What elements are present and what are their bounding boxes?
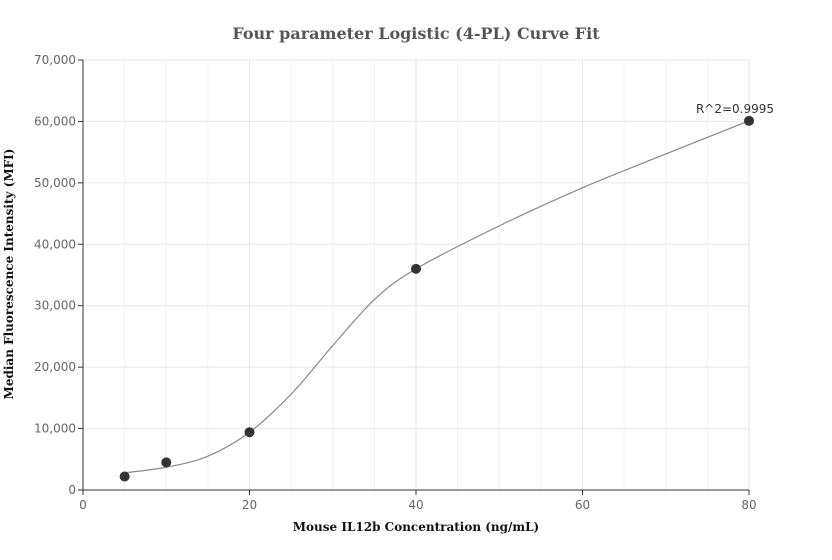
grid-lines <box>83 59 750 490</box>
x-tick-label: 0 <box>79 498 87 512</box>
data-point[interactable] <box>161 457 172 468</box>
x-tick-label: 40 <box>408 498 423 512</box>
data-point[interactable] <box>244 427 255 438</box>
x-axis-title: Mouse IL12b Concentration (ng/mL) <box>293 520 539 534</box>
y-axis-title: Median Fluorescence Intensity (MFI) <box>2 149 16 400</box>
x-tick-label: 60 <box>575 498 590 512</box>
y-tick-label: 20,000 <box>34 360 76 374</box>
chart-title: Four parameter Logistic (4-PL) Curve Fit <box>232 24 600 43</box>
y-tick-label: 70,000 <box>34 53 76 67</box>
x-axis-ticks: 0 20 40 60 80 <box>79 490 757 512</box>
y-tick-label: 10,000 <box>34 422 76 436</box>
y-tick-label: 40,000 <box>34 237 76 251</box>
y-axis-ticks: 0 10,000 20,000 30,000 40,000 50,000 60,000 70,… <box>34 53 83 497</box>
data-points-layer <box>119 115 754 482</box>
x-tick-label: 80 <box>741 498 756 512</box>
y-tick-label: 50,000 <box>34 176 76 190</box>
data-point[interactable] <box>119 471 130 482</box>
y-tick-label: 0 <box>68 483 76 497</box>
x-tick-label: 20 <box>242 498 257 512</box>
y-tick-label: 30,000 <box>34 299 76 313</box>
data-point[interactable] <box>411 263 421 274</box>
fit-curve-layer <box>124 120 750 474</box>
fit-curve <box>124 120 750 474</box>
r-squared-annotation: R^2=0.9995 <box>696 102 774 116</box>
y-tick-label: 60,000 <box>34 114 76 128</box>
data-point[interactable] <box>744 115 754 126</box>
